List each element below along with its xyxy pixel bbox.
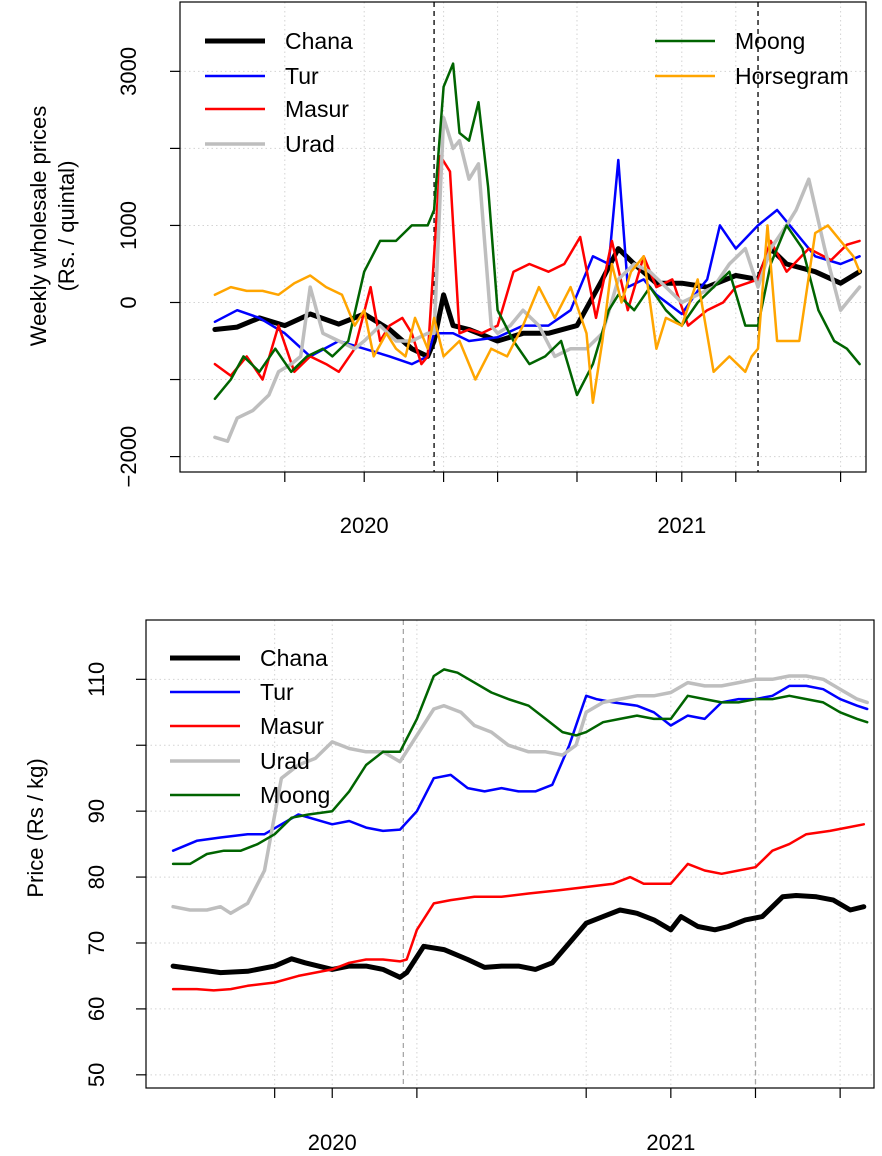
- series-line-urad: [171, 674, 869, 916]
- legend-label-urad: Urad: [285, 131, 335, 157]
- legend-label-masur: Masur: [285, 96, 349, 122]
- legend: Chana Tur Masur Urad Moong Horsegram: [205, 28, 849, 157]
- x-tick-label: 2021: [657, 513, 706, 538]
- y-tick-label: 60: [84, 997, 109, 1021]
- legend: Chana Tur Masur Urad Moong: [170, 645, 330, 808]
- series-line-moong: [171, 668, 869, 866]
- legend-label-moong: Moong: [260, 782, 330, 808]
- plot-frame: [145, 619, 875, 1089]
- legend-label-moong: Moong: [735, 28, 805, 54]
- y-tick-label: 0: [116, 296, 141, 308]
- series-line-moong: [213, 62, 861, 401]
- y-tick-label: 90: [84, 799, 109, 823]
- y-tick-label: 70: [84, 931, 109, 955]
- x-tick-label: 2020: [308, 1130, 357, 1155]
- series-line-tur: [171, 684, 869, 852]
- legend-label-tur: Tur: [285, 63, 319, 89]
- y-axis-title: Weekly wholesale prices: [26, 106, 51, 346]
- series-line-chana: [170, 893, 867, 980]
- y-tick-label: 1000: [116, 201, 141, 250]
- y-tick-label: 50: [84, 1063, 109, 1087]
- legend-label-urad: Urad: [260, 748, 310, 774]
- retail-price-chart: 2020 2021 50 60 70 80 90 110 Price (Rs / kg) Chan…: [23, 619, 875, 1155]
- y-tick-label: 3000: [116, 47, 141, 96]
- legend-label-chana: Chana: [285, 28, 353, 54]
- x-tick-label: 2020: [340, 513, 389, 538]
- legend-label-chana: Chana: [260, 645, 328, 671]
- series-line-masur: [171, 823, 866, 992]
- y-axis-title: Price (Rs / kg): [23, 758, 48, 897]
- y-tick-label: −2000: [116, 426, 141, 488]
- legend-label-horsegram: Horsegram: [735, 63, 849, 89]
- series-line-horsegram: [213, 224, 861, 404]
- weekly-wholesale-price-chart: 2020 2021 −2000 0 1000 3000 Weekly wholesale p…: [26, 1, 867, 538]
- series-line-urad: [213, 115, 862, 443]
- legend-label-masur: Masur: [260, 713, 324, 739]
- y-axis-title-units: (Rs. / quintal): [54, 161, 79, 292]
- series-line-tur: [213, 158, 861, 366]
- series-line-masur: [213, 154, 861, 381]
- x-tick-label: 2021: [646, 1130, 695, 1155]
- plot-frame: [179, 1, 867, 473]
- y-tick-label: 110: [84, 662, 109, 697]
- legend-label-tur: Tur: [260, 679, 294, 705]
- y-tick-label: 80: [84, 865, 109, 889]
